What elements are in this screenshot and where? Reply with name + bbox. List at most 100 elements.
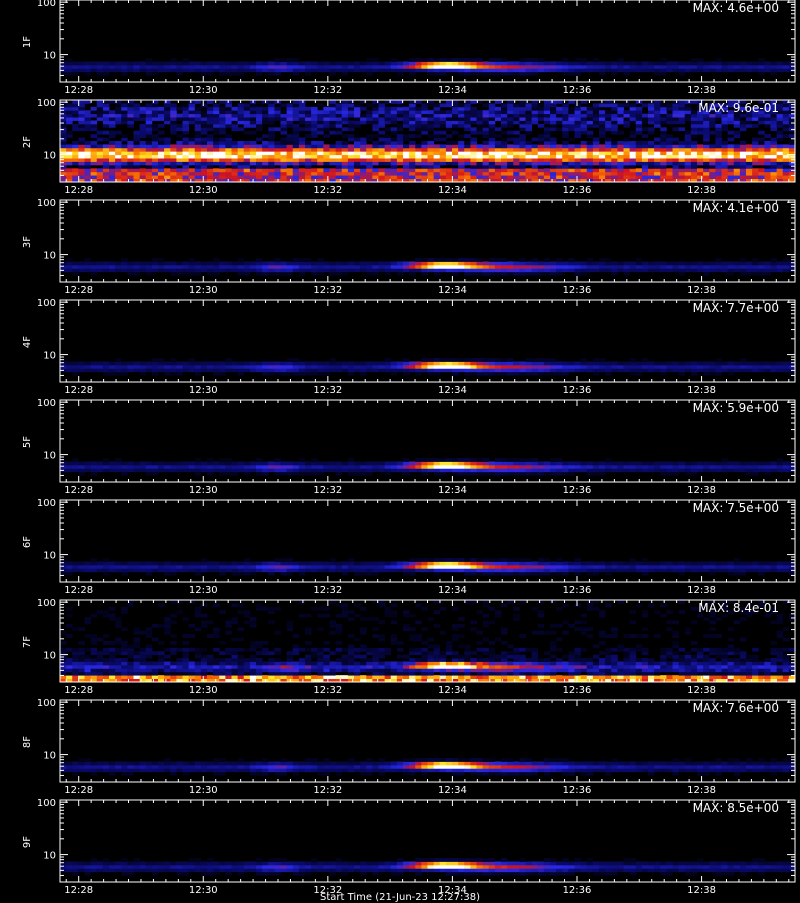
heatmap-cell [630, 265, 637, 269]
heatmap-cell [519, 368, 526, 372]
heatmap-cell [470, 127, 477, 131]
heatmap-cell [219, 68, 226, 72]
heatmap-cell [648, 107, 655, 111]
heatmap-cell [379, 65, 386, 69]
heatmap-cell [140, 131, 147, 135]
heatmap-cell [391, 144, 398, 148]
heatmap-cell [299, 68, 306, 72]
heatmap-cell [336, 462, 343, 466]
heatmap-cell [715, 165, 722, 169]
heatmap-cell [330, 465, 337, 469]
heatmap-cell [146, 272, 153, 276]
heatmap-cell [311, 365, 318, 369]
heatmap-cell [513, 265, 520, 269]
heatmap-cell [115, 110, 122, 114]
heatmap-cell [317, 117, 324, 121]
heatmap-cell [342, 262, 349, 266]
heatmap-cell [262, 68, 269, 72]
heatmap-cell [354, 368, 361, 372]
heatmap-cell [213, 62, 220, 66]
heatmap-cell [238, 272, 245, 276]
heatmap-cell [354, 165, 361, 169]
heatmap-cell [244, 114, 251, 118]
heatmap-cell [452, 110, 459, 114]
heatmap-cell [323, 172, 330, 176]
heatmap-cell [440, 117, 447, 121]
heatmap-cell [189, 138, 196, 142]
heatmap-cell [299, 155, 306, 159]
heatmap-cell [72, 148, 79, 152]
heatmap-cell [415, 172, 422, 176]
heatmap-cell [464, 62, 471, 66]
heatmap-cell [562, 107, 569, 111]
heatmap-cell [660, 158, 667, 162]
heatmap-cell [140, 134, 147, 138]
heatmap-cell [746, 172, 753, 176]
heatmap-cell [550, 114, 557, 118]
heatmap-cell [164, 168, 171, 172]
heatmap-cell [452, 117, 459, 121]
heatmap-cell [709, 372, 716, 376]
heatmap-cell [501, 362, 508, 366]
heatmap-cell [115, 372, 122, 376]
heatmap-cell [250, 268, 257, 272]
heatmap-cell [281, 103, 288, 107]
heatmap-cell [85, 268, 92, 272]
heatmap-cell [513, 368, 520, 372]
heatmap-cell [299, 175, 306, 179]
heatmap-cell [372, 468, 379, 472]
heatmap-cell [624, 368, 631, 372]
heatmap-cell [666, 68, 673, 72]
heatmap-cell [636, 117, 643, 121]
heatmap-cell [464, 372, 471, 376]
x-tick-label: 12:28 [64, 85, 93, 96]
heatmap-cell [207, 262, 214, 266]
heatmap-cell [562, 162, 569, 166]
heatmap-cell [654, 268, 661, 272]
heatmap-cell [201, 168, 208, 172]
heatmap-cell [91, 121, 98, 125]
heatmap-cell [538, 110, 545, 114]
heatmap-cell [183, 368, 190, 372]
heatmap-cell [477, 365, 484, 369]
heatmap-cell [728, 368, 735, 372]
heatmap-cell [593, 172, 600, 176]
heatmap-cell [311, 458, 318, 462]
heatmap-cell [697, 162, 704, 166]
heatmap-cell [146, 117, 153, 121]
heatmap-cell [495, 127, 502, 131]
heatmap-cell [134, 158, 141, 162]
heatmap-cell [666, 262, 673, 266]
heatmap-cell [121, 121, 128, 125]
heatmap-cell [538, 58, 545, 62]
heatmap-cell [170, 462, 177, 466]
heatmap-cell [415, 265, 422, 269]
heatmap-cell [403, 138, 410, 142]
heatmap-cell [501, 165, 508, 169]
heatmap-cell [158, 162, 165, 166]
heatmap-cell [372, 58, 379, 62]
heatmap-cell [501, 124, 508, 128]
heatmap-cell [654, 62, 661, 66]
heatmap-cell [391, 368, 398, 372]
heatmap-cell [115, 114, 122, 118]
heatmap-cell [532, 258, 539, 262]
heatmap-cell [201, 165, 208, 169]
heatmap-cell [599, 121, 606, 125]
heatmap-cell [256, 121, 263, 125]
heatmap-cell [556, 268, 563, 272]
heatmap-cell [538, 168, 545, 172]
heatmap-cell [170, 372, 177, 376]
heatmap-cell [630, 362, 637, 366]
heatmap-cell [140, 365, 147, 369]
heatmap-cell [109, 265, 116, 269]
heatmap-cell [330, 268, 337, 272]
heatmap-cell [146, 65, 153, 69]
heatmap-cell [305, 121, 312, 125]
heatmap-cell [421, 358, 428, 362]
heatmap-cell [434, 158, 441, 162]
heatmap-cell [134, 138, 141, 142]
heatmap-cell [219, 138, 226, 142]
heatmap-cell [660, 58, 667, 62]
heatmap-cell [440, 121, 447, 125]
